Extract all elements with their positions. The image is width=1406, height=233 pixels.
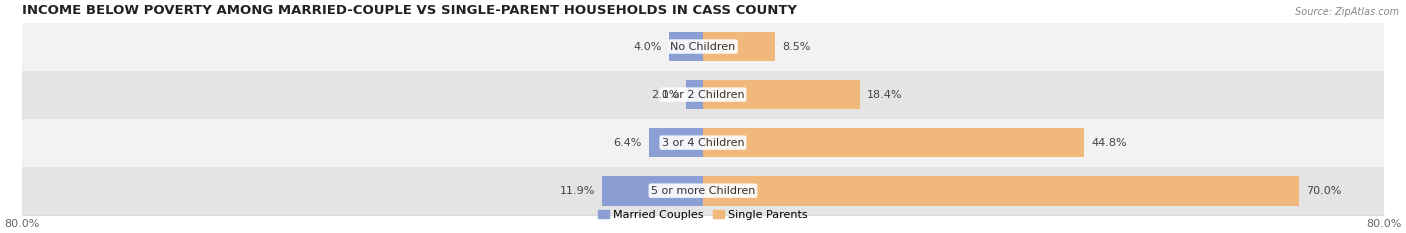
Bar bbox=[703, 32, 775, 62]
Text: 5 or more Children: 5 or more Children bbox=[651, 186, 755, 196]
Text: 2.0%: 2.0% bbox=[651, 89, 679, 99]
Text: 6.4%: 6.4% bbox=[613, 138, 641, 147]
Bar bbox=[669, 32, 703, 62]
Text: INCOME BELOW POVERTY AMONG MARRIED-COUPLE VS SINGLE-PARENT HOUSEHOLDS IN CASS CO: INCOME BELOW POVERTY AMONG MARRIED-COUPL… bbox=[22, 4, 797, 17]
Text: 44.8%: 44.8% bbox=[1091, 138, 1126, 147]
Legend: Married Couples, Single Parents: Married Couples, Single Parents bbox=[593, 206, 813, 224]
Bar bbox=[602, 176, 703, 206]
Text: 1 or 2 Children: 1 or 2 Children bbox=[662, 89, 744, 99]
Bar bbox=[22, 167, 1384, 215]
Bar bbox=[22, 119, 1384, 167]
Bar bbox=[703, 128, 1084, 158]
Text: No Children: No Children bbox=[671, 41, 735, 51]
Bar bbox=[648, 128, 703, 158]
Text: 8.5%: 8.5% bbox=[782, 41, 810, 51]
Text: 4.0%: 4.0% bbox=[634, 41, 662, 51]
Bar bbox=[22, 71, 1384, 119]
Text: 3 or 4 Children: 3 or 4 Children bbox=[662, 138, 744, 147]
Bar bbox=[703, 176, 1299, 206]
Bar bbox=[686, 80, 703, 110]
Text: Source: ZipAtlas.com: Source: ZipAtlas.com bbox=[1295, 7, 1399, 17]
Bar bbox=[22, 23, 1384, 71]
Bar bbox=[703, 80, 859, 110]
Text: 11.9%: 11.9% bbox=[560, 186, 595, 196]
Text: 70.0%: 70.0% bbox=[1306, 186, 1341, 196]
Text: 18.4%: 18.4% bbox=[866, 89, 903, 99]
